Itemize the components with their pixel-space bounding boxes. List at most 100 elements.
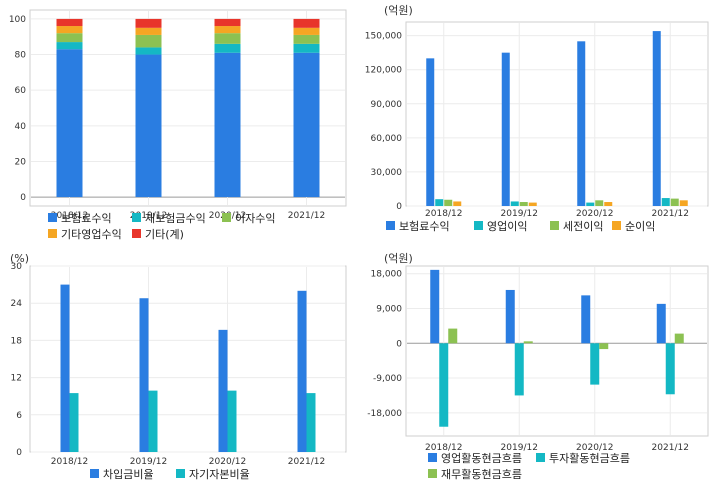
bar-보험료수익 xyxy=(501,52,510,206)
x-tick-label: 2021/12 xyxy=(652,443,689,453)
legend-label: 재보험금수익 xyxy=(145,212,206,225)
bar-기타영업수익 xyxy=(56,26,83,34)
bar-순이익 xyxy=(528,202,537,206)
y-tick-label: 0 xyxy=(16,448,22,458)
legend-swatch xyxy=(386,221,395,230)
bar-자기자본비율 xyxy=(69,393,79,452)
x-tick-label: 2018/12 xyxy=(425,443,462,453)
bar-기타영업수익 xyxy=(214,26,241,34)
x-tick-label: 2019/12 xyxy=(501,443,538,453)
legend-swatch xyxy=(550,221,559,230)
y-tick-label: 80 xyxy=(15,51,27,61)
bar-영업활동현금흐름 xyxy=(581,295,591,344)
bar-세전이익 xyxy=(595,200,604,206)
chart3-legend: 차입금비율 자기자본비율 xyxy=(90,468,250,481)
bar-차입금비율 xyxy=(218,329,228,452)
bar-순이익 xyxy=(679,200,688,206)
bar-투자활동현금흐름 xyxy=(439,343,449,427)
x-tick-label: 2020/12 xyxy=(576,209,613,219)
legend-swatch xyxy=(48,229,57,238)
bar-보험료수익 xyxy=(426,58,435,207)
legend-label: 영업활동현금흐름 xyxy=(441,451,522,465)
legend-swatch xyxy=(536,453,545,462)
bar-세전이익 xyxy=(444,199,453,206)
bar-투자활동현금흐름 xyxy=(665,343,675,395)
legend-swatch xyxy=(132,229,141,238)
bar-기타(계) xyxy=(214,18,241,27)
y-tick-label: 150,000 xyxy=(365,32,402,42)
bar-재보험금수익 xyxy=(135,47,162,55)
legend-label: 투자활동현금흐름 xyxy=(549,451,630,465)
y-tick-label: 60,000 xyxy=(371,134,403,144)
chart4-unit-label: (억원) xyxy=(384,252,413,265)
bar-세전이익 xyxy=(519,202,528,206)
bar-이자수익 xyxy=(214,33,241,44)
bar-이자수익 xyxy=(135,34,162,48)
x-tick-label: 2021/12 xyxy=(288,457,325,467)
legend-label: 세전이익 xyxy=(563,220,603,233)
chart3-frame xyxy=(29,265,347,453)
bar-자기자본비율 xyxy=(227,390,237,452)
bar-영업활동현금흐름 xyxy=(430,269,440,344)
bar-재무활동현금흐름 xyxy=(448,328,458,344)
legend-swatch xyxy=(612,221,621,230)
y-tick-label: -9,000 xyxy=(373,374,402,384)
x-tick-label: 2020/12 xyxy=(209,457,246,467)
bar-기타(계) xyxy=(56,18,83,27)
chart2-legend: 보험료수익 영업이익 세전이익 순이익 xyxy=(386,220,655,233)
x-tick-label: 2019/12 xyxy=(130,211,167,221)
chart2-unit-label: (억원) xyxy=(384,4,413,17)
legend-swatch xyxy=(132,213,141,222)
y-tick-label: 60 xyxy=(15,86,27,96)
legend-swatch xyxy=(428,469,437,478)
x-tick-label: 2019/12 xyxy=(501,209,538,219)
legend-label: 자기자본비율 xyxy=(189,468,250,481)
bar-영업활동현금흐름 xyxy=(505,289,515,344)
chart2-frame xyxy=(405,21,709,207)
legend-label: 영업이익 xyxy=(487,220,527,233)
bar-차입금비율 xyxy=(60,284,70,452)
chart1-frame xyxy=(29,9,347,207)
x-tick-label: 2020/12 xyxy=(576,443,613,453)
y-tick-label: 24 xyxy=(11,299,23,309)
y-tick-label: 30,000 xyxy=(371,168,403,178)
legend-swatch xyxy=(222,213,231,222)
y-tick-label: 9,000 xyxy=(376,305,402,315)
bar-기타영업수익 xyxy=(135,27,162,35)
bar-재무활동현금흐름 xyxy=(599,343,609,350)
bar-투자활동현금흐름 xyxy=(514,343,524,396)
legend-swatch xyxy=(428,453,437,462)
legend-label: 보험료수익 xyxy=(61,212,112,225)
legend-label: 재무활동현금흐름 xyxy=(441,467,522,481)
bar-재무활동현금흐름 xyxy=(523,341,533,344)
bar-세전이익 xyxy=(670,198,679,206)
x-tick-label: 2021/12 xyxy=(288,211,325,221)
y-tick-label: 18,000 xyxy=(371,270,403,280)
legend-swatch xyxy=(90,469,99,478)
x-tick-label: 2018/12 xyxy=(51,211,88,221)
bar-보험료수익 xyxy=(652,31,661,206)
legend-label: 기타영업수익 xyxy=(61,228,122,241)
bar-차입금비율 xyxy=(297,290,307,452)
bar-기타영업수익 xyxy=(293,27,320,35)
bar-순이익 xyxy=(453,201,462,206)
bar-자기자본비율 xyxy=(148,390,158,452)
legend-label: 순이익 xyxy=(625,220,655,233)
bar-영업이익 xyxy=(661,198,670,206)
y-tick-label: 20 xyxy=(15,157,27,167)
bar-보험료수익 xyxy=(135,54,162,198)
x-tick-label: 2018/12 xyxy=(51,457,88,467)
x-tick-label: 2019/12 xyxy=(130,457,167,467)
legend-label: 보험료수익 xyxy=(399,220,450,233)
bar-재무활동현금흐름 xyxy=(674,333,684,344)
legend-label: 이자수익 xyxy=(235,212,275,225)
bar-순이익 xyxy=(604,202,613,206)
bar-차입금비율 xyxy=(139,298,149,452)
legend-label: 차입금비율 xyxy=(103,468,154,481)
y-tick-label: 0 xyxy=(20,193,26,203)
legend-swatch xyxy=(48,213,57,222)
legend-label: 기타(계) xyxy=(145,228,184,241)
bar-영업이익 xyxy=(510,201,519,206)
